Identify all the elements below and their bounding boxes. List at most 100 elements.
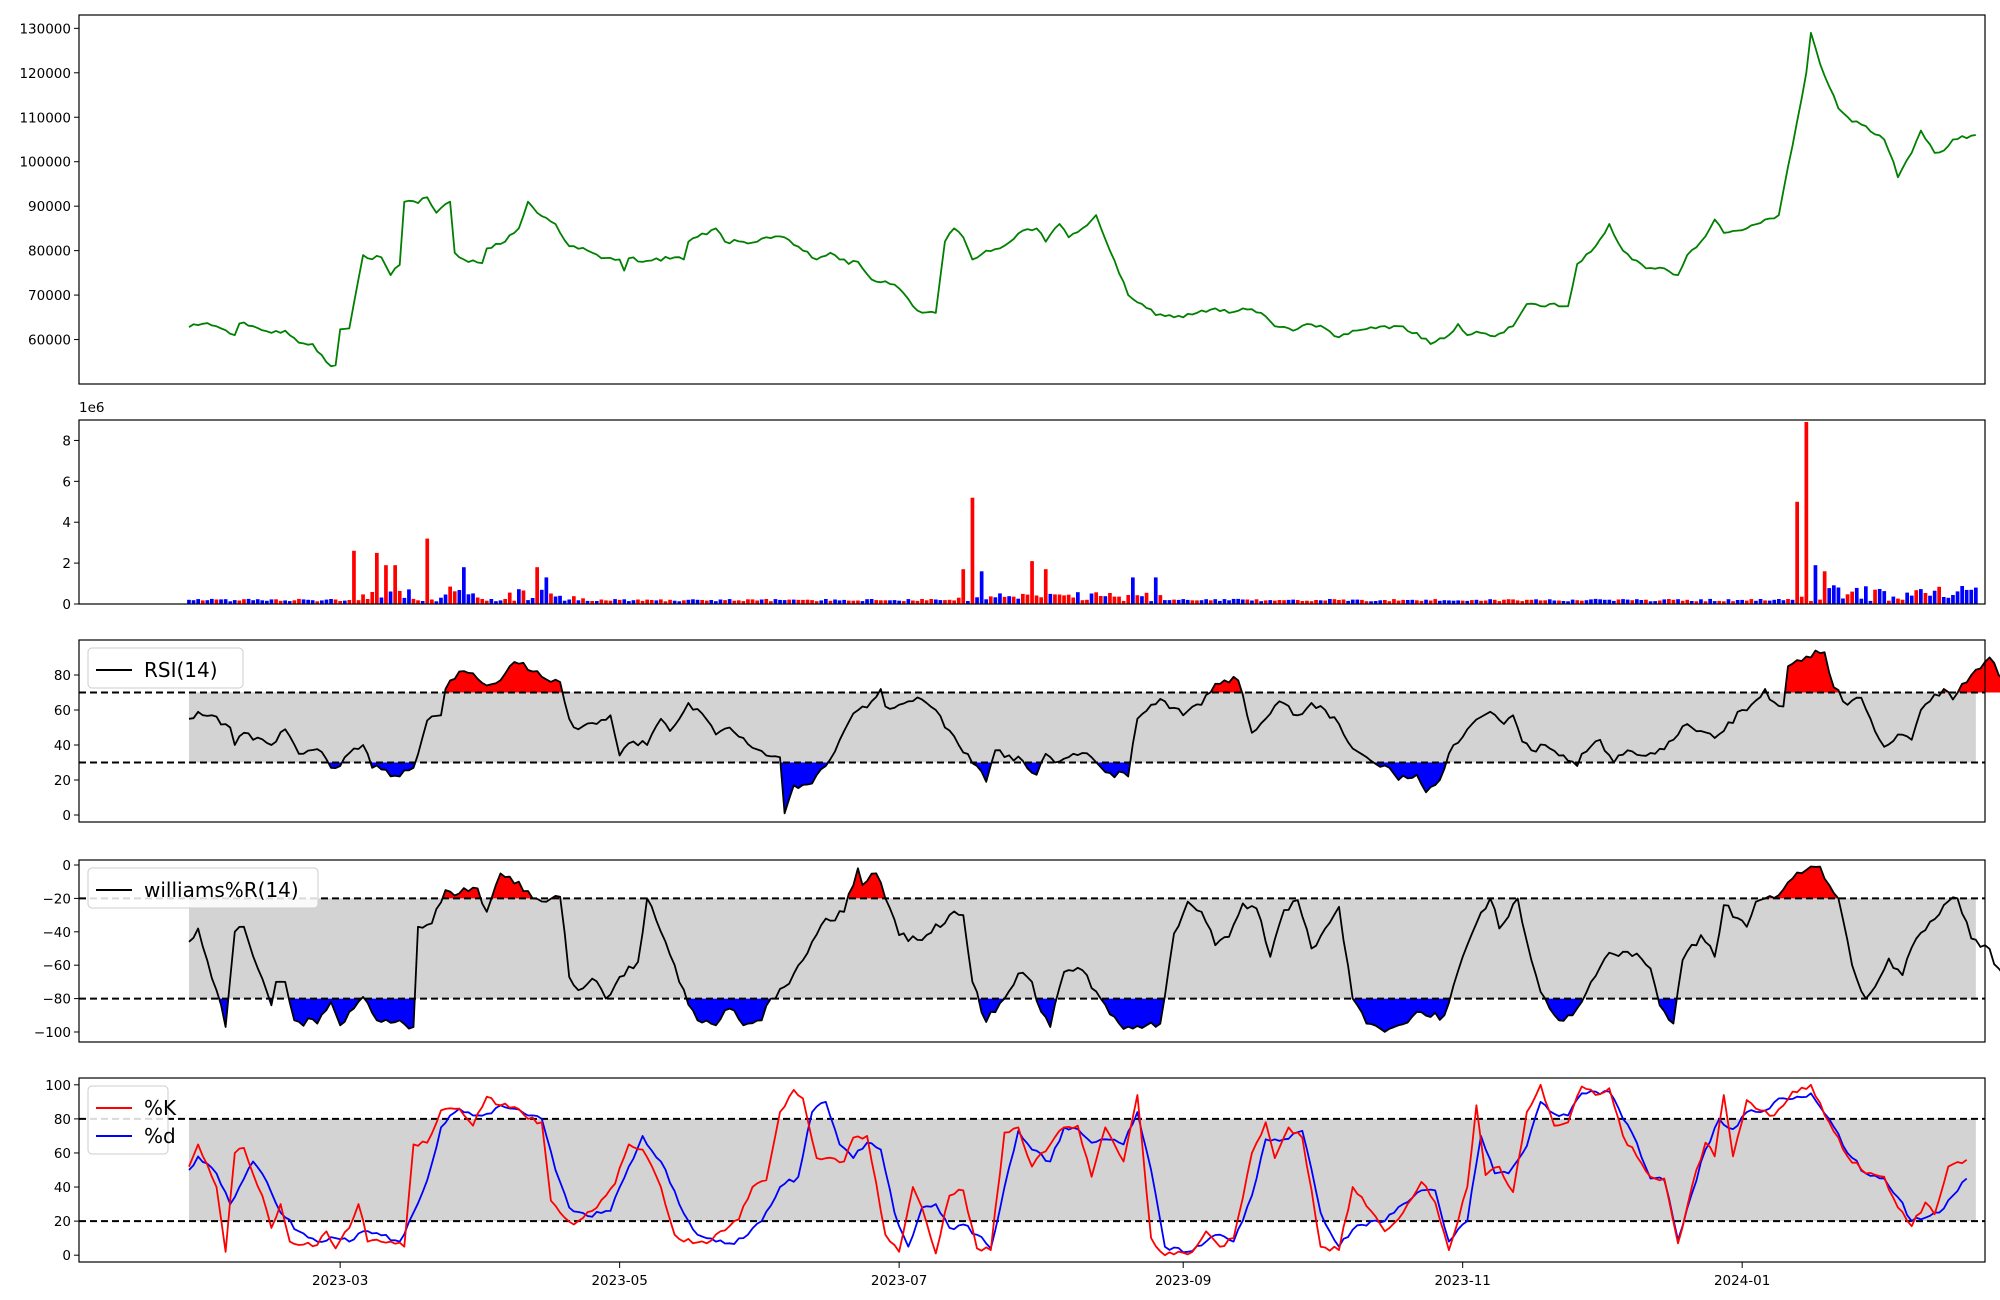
volume-bar [1318, 600, 1323, 604]
volume-bar [979, 571, 984, 604]
volume-bar [1103, 596, 1108, 604]
volume-bar [970, 497, 975, 604]
volume-bar [1071, 597, 1076, 604]
volume-bar [1827, 588, 1832, 604]
stoch-line-k [188, 1083, 1968, 1257]
volume-bar [1451, 600, 1456, 604]
volume-bar [1488, 599, 1492, 604]
volume-bar [1208, 600, 1213, 604]
volume-bar [1703, 601, 1708, 604]
volume-bar [544, 577, 549, 604]
volume-bar [805, 599, 810, 604]
rsi-ytick-label: 20 [54, 773, 71, 789]
volume-bar [714, 601, 718, 604]
volume-bar [324, 599, 329, 604]
volume-bar [911, 600, 915, 604]
volume-bar [278, 600, 283, 604]
volume-bar [1506, 599, 1511, 604]
volume-bar [1905, 592, 1909, 604]
volume-bar [306, 599, 310, 604]
price-ytick-label: 60000 [28, 333, 71, 349]
volume-bar [1231, 598, 1236, 604]
volume-bar [1676, 599, 1680, 604]
williams-overbought-fill [847, 868, 886, 899]
volume-bar [1635, 599, 1639, 604]
volume-bar [1190, 600, 1195, 604]
volume-bar [883, 600, 888, 604]
volume-bar [613, 599, 617, 604]
volume-bar [998, 593, 1002, 604]
volume-bar [1447, 600, 1451, 604]
volume-bar [1117, 596, 1121, 604]
volume-bar [1772, 599, 1777, 604]
price-frame [78, 14, 1986, 385]
volume-bar [503, 599, 507, 604]
volume-bar [242, 599, 246, 604]
stoch-ytick-label: 40 [54, 1180, 71, 1196]
volume-bar [1795, 501, 1799, 604]
volume-bar [1163, 600, 1167, 604]
volume-bar [869, 599, 874, 604]
volume-bar [1767, 600, 1772, 604]
volume-bar [1868, 600, 1873, 604]
volume-bar [223, 599, 228, 604]
volume-bar [1951, 595, 1955, 604]
volume-bar [1621, 599, 1625, 604]
volume-bar [1616, 599, 1621, 604]
stoch-ytick-label: 20 [54, 1214, 71, 1230]
volume-bar [1671, 599, 1676, 604]
volume-bar [1891, 596, 1896, 604]
volume-bar [1144, 592, 1149, 604]
volume-bar [553, 596, 558, 604]
williams-ytick-label: 0 [62, 858, 71, 874]
volume-bar [727, 599, 732, 604]
volume-bar [1240, 599, 1245, 604]
volume-bar [1350, 599, 1355, 604]
volume-bar [1836, 587, 1841, 604]
volume-bar [1369, 601, 1373, 604]
volume-bar [1314, 600, 1318, 604]
volume-bar [1763, 600, 1767, 604]
volume-bar [1323, 600, 1328, 604]
volume-bar [301, 599, 306, 604]
volume-bar [1712, 601, 1717, 604]
volume-bar [1286, 599, 1291, 604]
volume-bar [1740, 599, 1744, 604]
volume-bar [677, 601, 682, 604]
volume-bar [879, 600, 883, 604]
volume-bar [778, 599, 782, 604]
volume-bar [1199, 600, 1204, 604]
volume-bar [1786, 599, 1790, 604]
volume-bar [1025, 594, 1030, 604]
volume-bar [1268, 600, 1273, 604]
x-tick-label: 2023-11 [1434, 1273, 1490, 1289]
volume-bar [723, 600, 727, 604]
volume-bar [265, 600, 269, 604]
rsi-ytick-label: 80 [54, 668, 71, 684]
volume-bar [1410, 599, 1415, 604]
volume-bar [338, 601, 342, 604]
volume-bar [1309, 601, 1314, 604]
williams-band [188, 898, 1976, 999]
volume-bar [1538, 600, 1543, 604]
volume-bar [1460, 600, 1465, 604]
volume-bar [865, 599, 869, 604]
volume-bar [1575, 600, 1580, 604]
williams-line [188, 865, 2000, 1033]
volume-bar [315, 601, 320, 604]
volume-bar [594, 601, 599, 604]
volume-bar [1653, 601, 1657, 604]
rsi-oversold-fill [1096, 762, 1131, 778]
volume-bar [1602, 599, 1607, 604]
volume-bar [833, 599, 837, 604]
price-ytick-label: 100000 [19, 155, 71, 171]
volume-bar [1483, 600, 1488, 604]
volume-bar [1731, 601, 1735, 604]
volume-bar [1433, 599, 1438, 604]
volume-bar [1708, 598, 1712, 604]
volume-bar [590, 601, 594, 604]
volume-bar [370, 592, 375, 604]
volume-bar [1048, 593, 1053, 604]
volume-bar [1941, 597, 1946, 604]
volume-bar [1360, 599, 1364, 604]
